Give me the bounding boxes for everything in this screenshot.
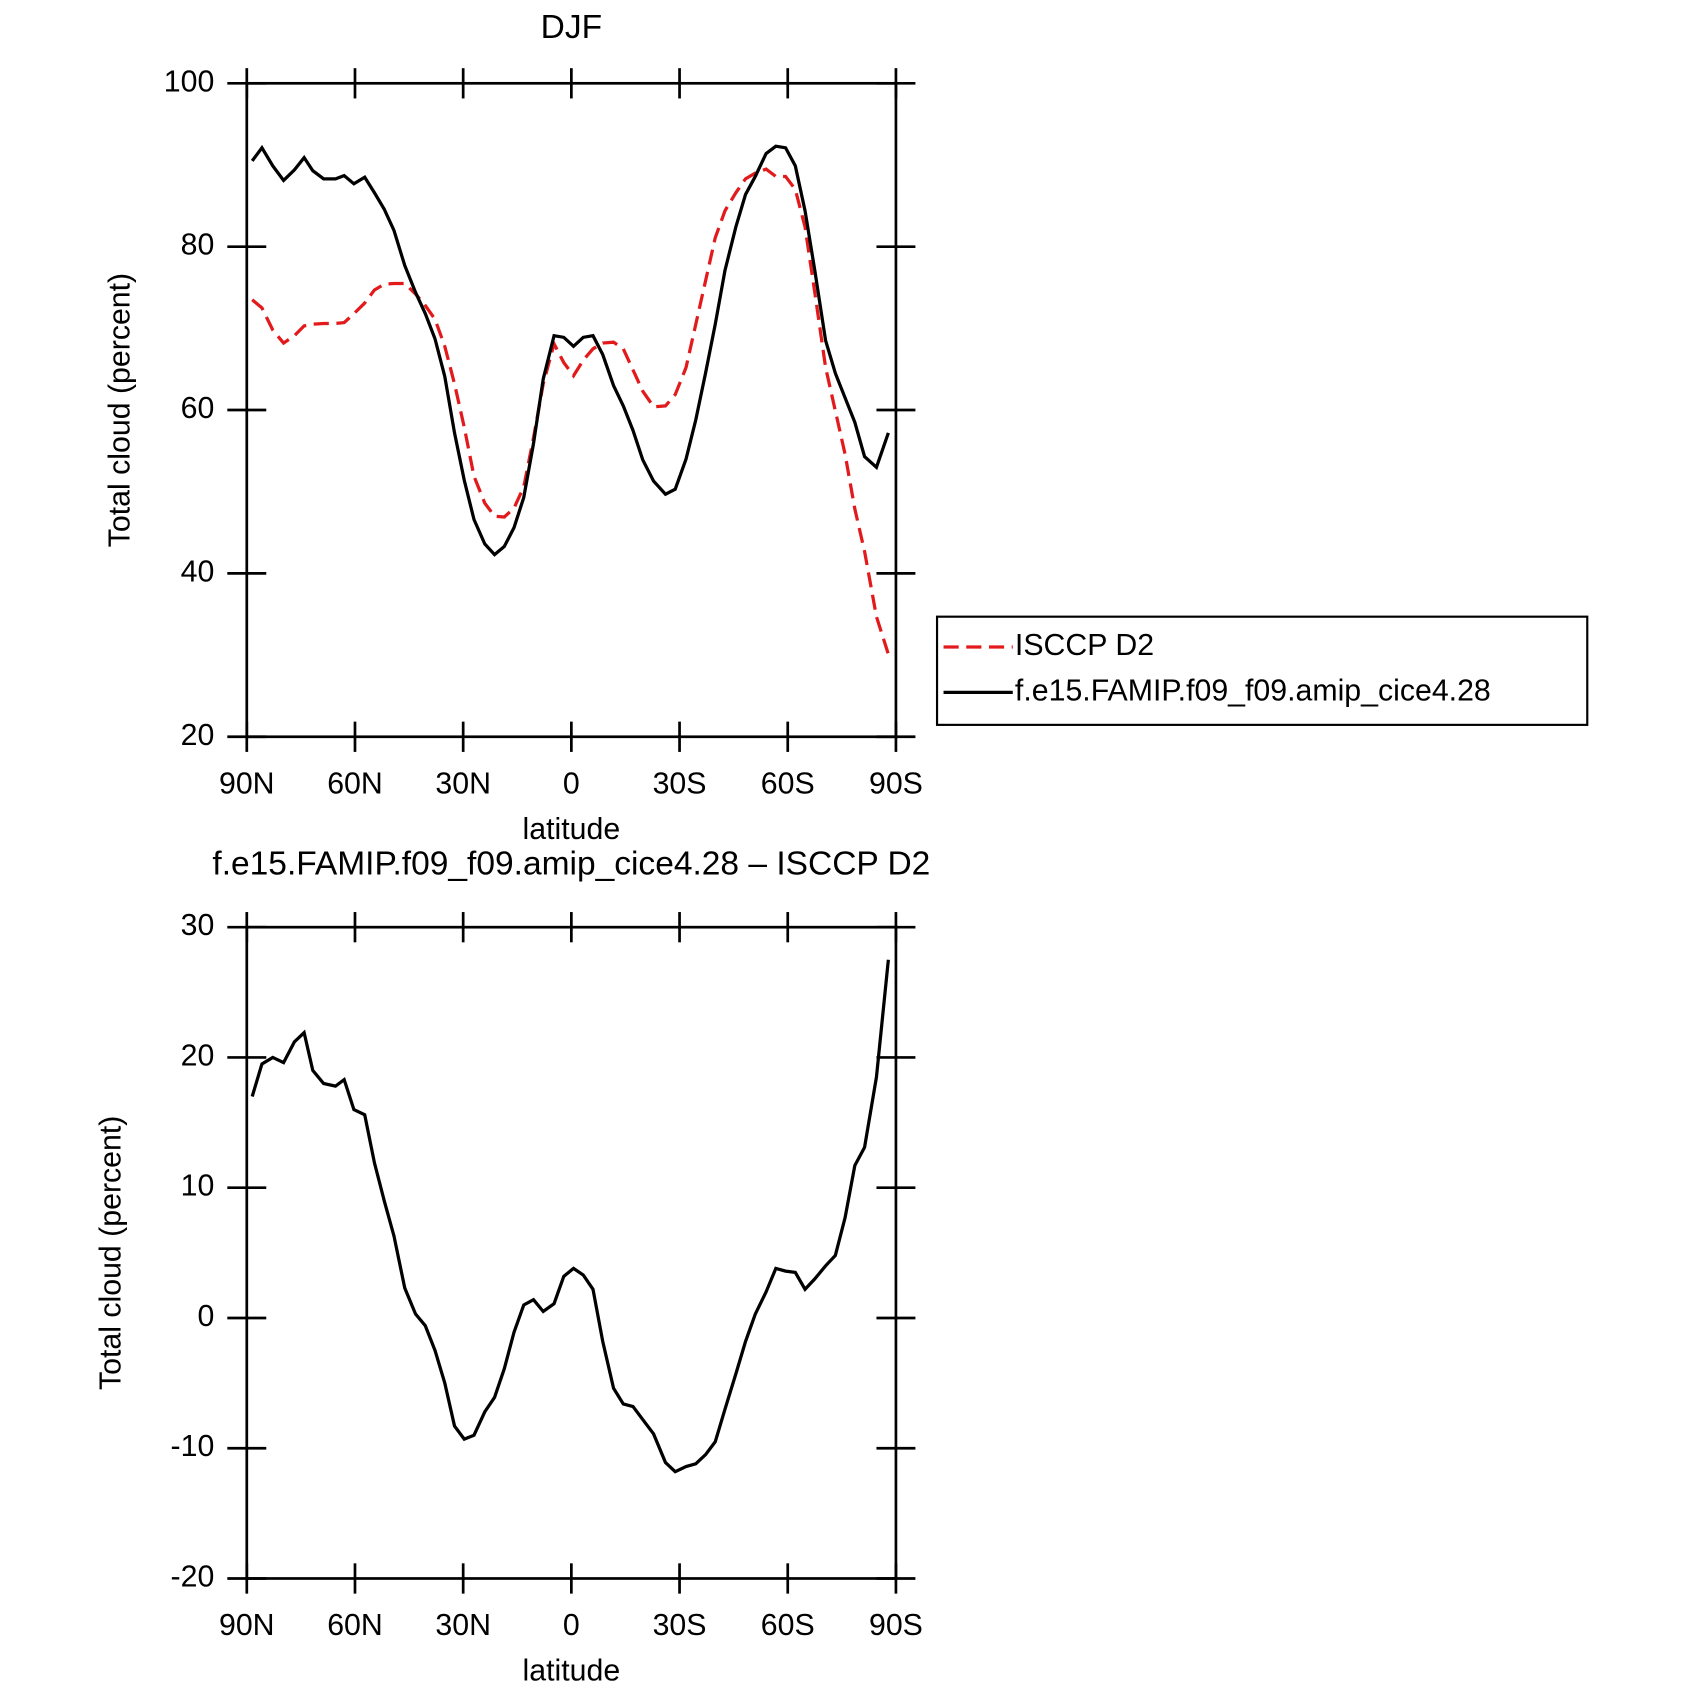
x-tick-label: 60N [327,1609,383,1642]
data-line [250,144,890,557]
y-tick-label: 80 [181,229,215,262]
x-tick-label: 60N [327,767,383,800]
chart-title: f.e15.FAMIP.f09_f09.amip_cice4.28 – ISCC… [212,845,930,882]
data-line [250,959,890,1474]
y-tick-label: 100 [164,65,215,98]
y-tick-label: -10 [171,1430,215,1463]
y-tick-label: 0 [197,1300,214,1333]
y-tick-label: -20 [171,1560,215,1593]
y-axis-label: Total cloud (percent) [95,1116,128,1390]
x-tick-label: 90N [219,767,275,800]
x-tick-label: 30N [435,767,491,800]
chart-title: DJF [541,9,602,46]
x-tick-label: 30N [435,1609,491,1642]
x-tick-label: 90S [869,1609,923,1642]
x-axis-label: latitude [523,813,621,846]
y-tick-label: 40 [181,555,215,588]
x-tick-label: 0 [563,1609,580,1642]
data-line [251,167,890,655]
legend-box [935,615,1589,726]
plot-frame [245,81,898,739]
x-tick-label: 60S [761,1609,815,1642]
x-tick-label: 60S [761,767,815,800]
x-tick-label: 90N [219,1609,275,1642]
x-tick-label: 90S [869,767,923,800]
x-axis-label: latitude [523,1655,621,1688]
y-tick-label: 60 [181,392,215,425]
x-tick-label: 30S [653,1609,707,1642]
x-tick-label: 30S [653,767,707,800]
y-axis-label: Total cloud (percent) [103,273,136,547]
x-tick-label: 0 [563,767,580,800]
y-tick-label: 20 [181,1039,215,1072]
legend-label: f.e15.FAMIP.f09_f09.amip_cice4.28 [1015,674,1491,707]
y-tick-label: 10 [181,1170,215,1203]
y-tick-label: 30 [181,909,215,942]
plot-frame [245,925,898,1580]
y-tick-label: 20 [181,719,215,752]
legend-label: ISCCP D2 [1015,629,1154,662]
